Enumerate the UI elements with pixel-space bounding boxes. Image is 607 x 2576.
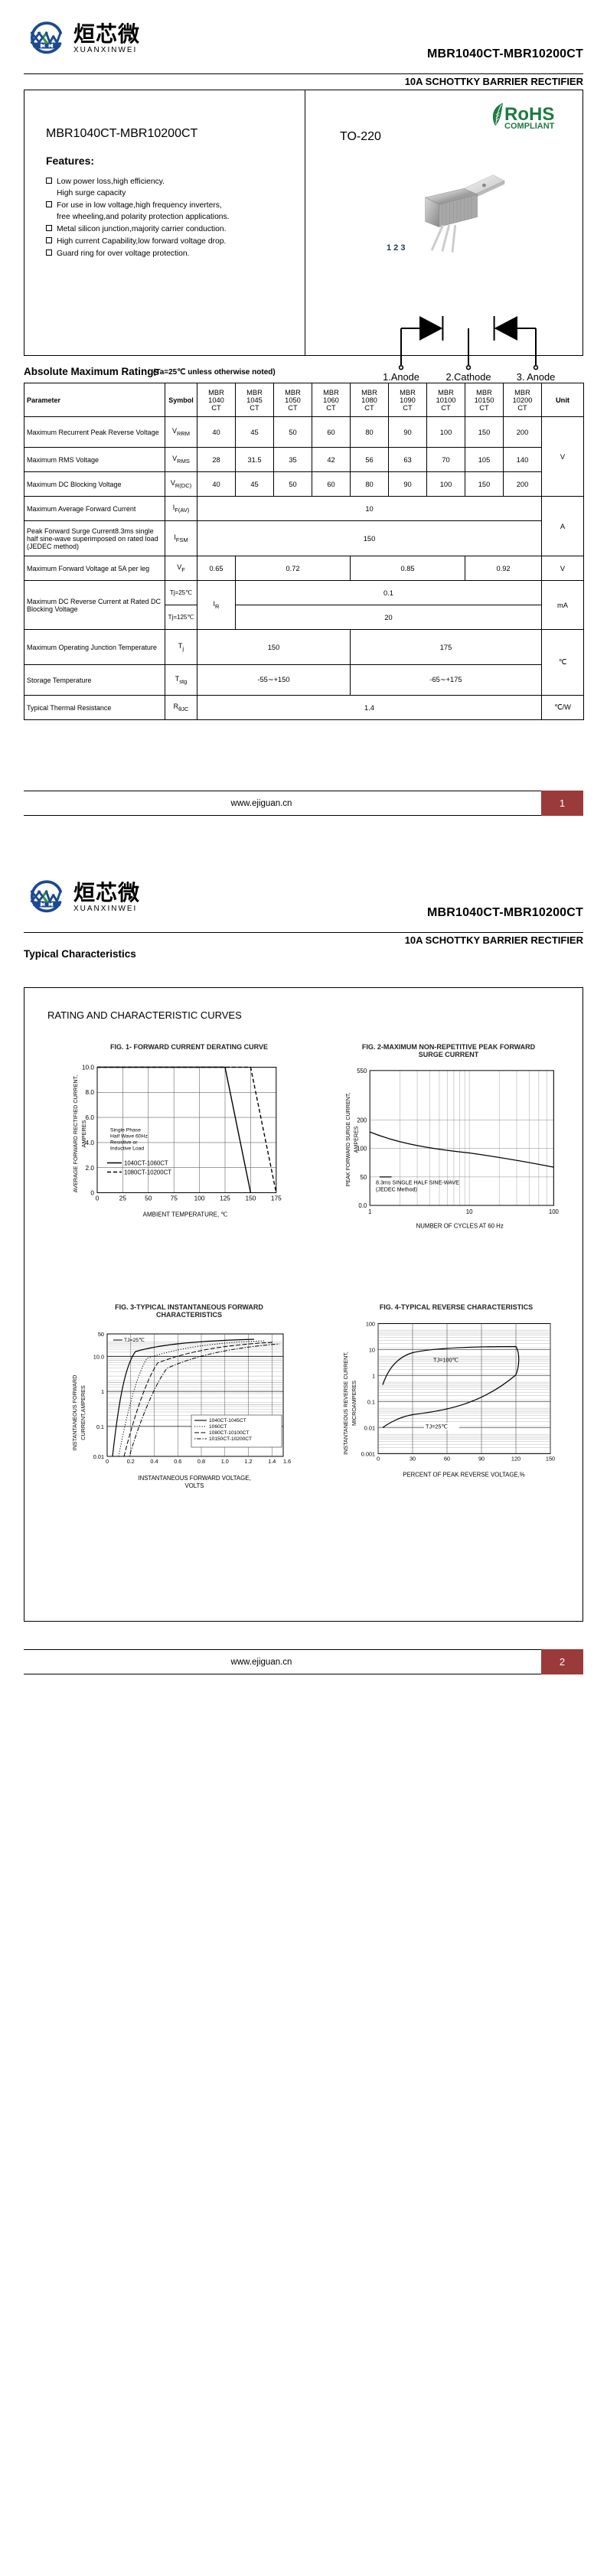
svg-text:1.4: 1.4 (268, 1458, 276, 1465)
svg-text:1080CT-10100CT: 1080CT-10100CT (209, 1430, 249, 1436)
svg-text:0.001: 0.001 (361, 1451, 375, 1458)
svg-text:Resistive or: Resistive or (110, 1140, 138, 1146)
svg-text:100: 100 (194, 1195, 205, 1202)
svg-text:1.6: 1.6 (283, 1458, 291, 1465)
svg-text:TJ=25℃: TJ=25℃ (426, 1423, 448, 1430)
svg-text:1080CT-10200CT: 1080CT-10200CT (124, 1169, 171, 1176)
svg-text:TJ=100℃: TJ=100℃ (433, 1357, 459, 1364)
svg-text:PERCENT OF PEAK REVERSE VOLTAG: PERCENT OF PEAK REVERSE VOLTAGE,% (403, 1472, 525, 1479)
svg-text:0.1: 0.1 (96, 1423, 104, 1430)
svg-text:0.2: 0.2 (127, 1458, 135, 1465)
svg-text:1060CT: 1060CT (209, 1424, 227, 1430)
svg-text:90: 90 (478, 1456, 485, 1462)
svg-text:75: 75 (171, 1195, 178, 1202)
svg-text:50: 50 (361, 1174, 367, 1181)
svg-text:2.Cathode: 2.Cathode (445, 371, 491, 383)
svg-text:1040CT-1045CT: 1040CT-1045CT (209, 1418, 246, 1423)
svg-text:100: 100 (366, 1321, 375, 1328)
svg-text:PEAK FORWARD SURGE CURRENT,: PEAK FORWARD SURGE CURRENT, (345, 1093, 351, 1187)
svg-text:200: 200 (357, 1117, 367, 1123)
svg-text:Single Phase: Single Phase (110, 1128, 141, 1133)
svg-text:MICROAMPERES: MICROAMPERES (351, 1381, 357, 1426)
svg-text:8.3ms SINGLE HALF SINE-WAVE: 8.3ms SINGLE HALF SINE-WAVE (376, 1180, 459, 1186)
svg-text:50: 50 (145, 1195, 152, 1202)
svg-text:TJ=25℃: TJ=25℃ (124, 1338, 145, 1343)
svg-text:(JEDEC Method): (JEDEC Method) (376, 1186, 417, 1192)
svg-text:1: 1 (101, 1388, 104, 1395)
svg-text:0.01: 0.01 (93, 1453, 104, 1460)
svg-text:1: 1 (368, 1208, 371, 1215)
svg-text:25: 25 (119, 1195, 127, 1202)
svg-text:1: 1 (372, 1373, 375, 1380)
svg-text:550: 550 (357, 1068, 367, 1074)
svg-text:10.0: 10.0 (82, 1064, 95, 1071)
svg-text:0: 0 (90, 1189, 94, 1197)
svg-text:50: 50 (98, 1331, 104, 1338)
svg-text:100: 100 (549, 1208, 560, 1215)
svg-text:175: 175 (271, 1195, 282, 1202)
svg-text:10.0: 10.0 (93, 1354, 104, 1361)
svg-text:0.8: 0.8 (197, 1458, 205, 1465)
svg-text:INSTANTANEOUS FORWARD VOLTAGE,: INSTANTANEOUS FORWARD VOLTAGE, (138, 1475, 250, 1482)
svg-text:60: 60 (444, 1456, 450, 1462)
svg-text:0: 0 (96, 1195, 100, 1202)
svg-text:AVERAGE FORWARD RECTIFIED CURR: AVERAGE FORWARD RECTIFIED CURRENT, (72, 1075, 79, 1193)
svg-text:0: 0 (106, 1458, 109, 1465)
svg-text:1.Anode: 1.Anode (383, 371, 419, 383)
svg-text:AMBIENT TEMPERATURE, ℃: AMBIENT TEMPERATURE, ℃ (143, 1211, 228, 1218)
svg-text:0: 0 (377, 1456, 380, 1462)
svg-text:10: 10 (466, 1208, 473, 1215)
svg-text:0.0: 0.0 (358, 1202, 367, 1209)
svg-text:Inductive Load: Inductive Load (110, 1146, 144, 1152)
svg-text:150: 150 (546, 1456, 555, 1462)
svg-text:1.0: 1.0 (221, 1458, 229, 1465)
svg-text:Half Wave 60Hz: Half Wave 60Hz (110, 1134, 148, 1140)
svg-text:3. Anode: 3. Anode (517, 371, 556, 383)
svg-text:0.4: 0.4 (150, 1458, 158, 1465)
svg-text:1040CT-1060CT: 1040CT-1060CT (124, 1160, 168, 1167)
svg-text:10: 10 (369, 1347, 375, 1354)
svg-text:10150CT-10200CT: 10150CT-10200CT (209, 1436, 252, 1442)
svg-text:AMPERES: AMPERES (80, 1120, 87, 1148)
svg-text:NUMBER OF CYCLES AT 60 Hz: NUMBER OF CYCLES AT 60 Hz (416, 1222, 504, 1229)
svg-text:8.0: 8.0 (85, 1088, 94, 1096)
svg-text:0.1: 0.1 (367, 1399, 375, 1406)
svg-text:125: 125 (220, 1195, 230, 1202)
svg-text:0.01: 0.01 (364, 1425, 375, 1432)
svg-text:30: 30 (410, 1456, 416, 1462)
svg-text:120: 120 (511, 1456, 521, 1462)
svg-text:0.6: 0.6 (174, 1458, 181, 1465)
svg-text:150: 150 (245, 1195, 256, 1202)
svg-text:VOLTS: VOLTS (185, 1482, 204, 1489)
svg-text:2.0: 2.0 (85, 1164, 94, 1172)
svg-text:AMPERES: AMPERES (354, 1126, 360, 1153)
svg-text:INSTANTANEOUS REVERSE CURRENT,: INSTANTANEOUS REVERSE CURRENT, (342, 1352, 349, 1455)
svg-text:6.0: 6.0 (85, 1114, 94, 1121)
svg-text:INSTANTANEOUS FORWARD: INSTANTANEOUS FORWARD (71, 1375, 78, 1451)
svg-text:CURRENT,AMPERES: CURRENT,AMPERES (80, 1385, 86, 1440)
svg-text:COMPLIANT: COMPLIANT (504, 122, 555, 131)
svg-text:1.2: 1.2 (244, 1458, 252, 1465)
